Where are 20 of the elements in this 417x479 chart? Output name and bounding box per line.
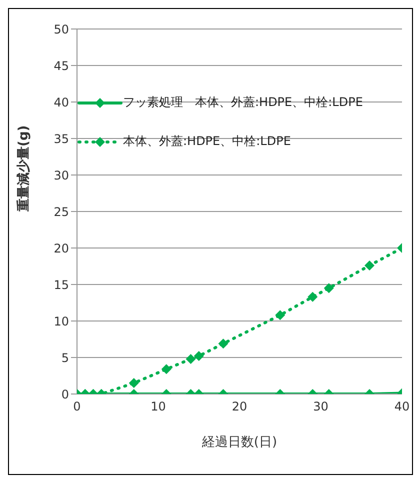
x-tick-label: 40 [394, 400, 410, 414]
y-tick-label: 10 [54, 314, 69, 328]
y-tick-label: 0 [61, 387, 69, 402]
x-tick-label: 30 [313, 400, 328, 414]
y-tick-label: 45 [54, 58, 69, 73]
y-tick-label: 25 [54, 204, 69, 219]
x-tick-label: 20 [232, 400, 248, 414]
y-axis-title: 重量減少量(g) [16, 125, 32, 212]
y-tick-label: 30 [54, 168, 69, 182]
y-tick-label: 50 [54, 22, 69, 36]
y-tick-label: 20 [54, 241, 69, 256]
x-tick-label: 10 [150, 400, 166, 414]
x-tick-label: 0 [73, 400, 81, 414]
x-axis-title: 経過日数(日) [200, 435, 278, 450]
y-tick-label: 5 [61, 350, 69, 365]
legend-label: フッ素処理 本体、外蓋:HDPE、中栓:LDPE [123, 94, 363, 111]
legend-label: 本体、外蓋:HDPE、中栓:LDPE [123, 133, 291, 150]
y-tick-label: 40 [54, 95, 69, 110]
y-tick-label: 15 [54, 278, 69, 292]
y-tick-label: 35 [54, 132, 69, 146]
